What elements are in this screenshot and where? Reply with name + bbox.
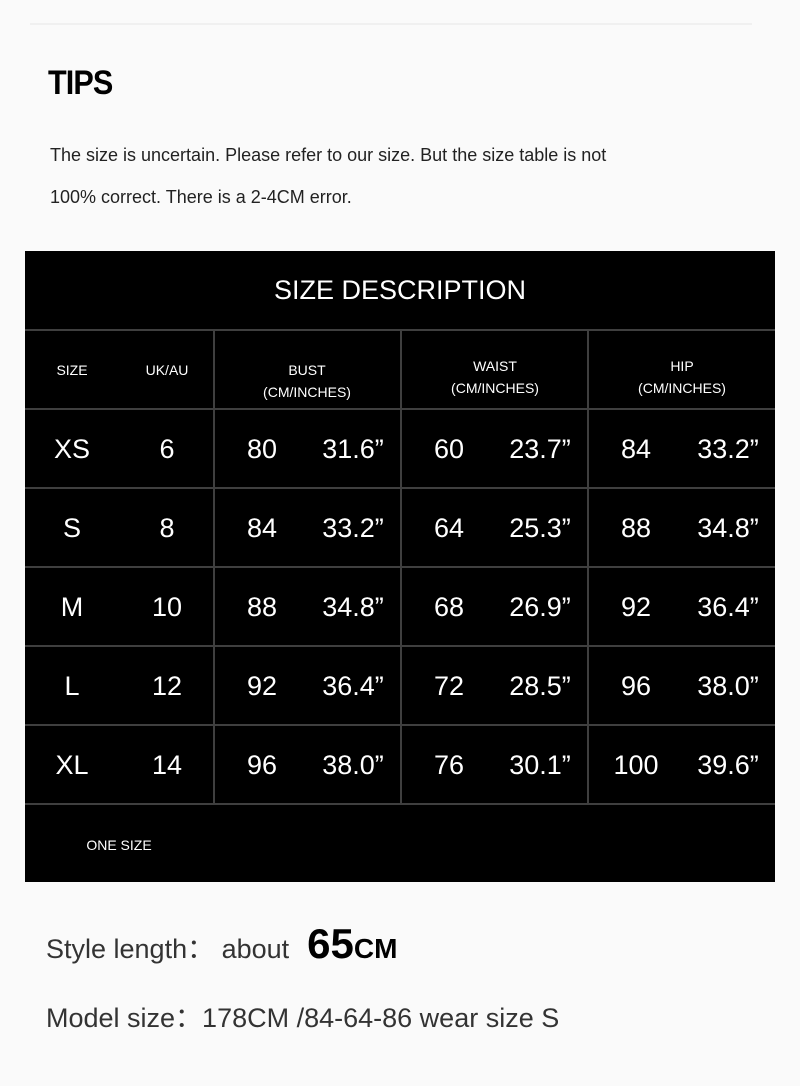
model-size: Model size：178CM /84-64-86 wear size S xyxy=(46,1003,560,1033)
cell-waist-cm: 68 xyxy=(433,592,465,622)
cell-size: L xyxy=(64,671,80,701)
cell-uk: 14 xyxy=(151,750,183,780)
cell-bust-in: 38.0” xyxy=(322,750,384,780)
style-length-value: 65 xyxy=(307,920,354,967)
cell-waist-in: 25.3” xyxy=(509,513,571,543)
col-divider xyxy=(400,330,402,804)
header-bust: BUST (CM/INCHES) xyxy=(263,362,351,400)
cell-uk: 8 xyxy=(159,513,175,543)
cell-uk: 12 xyxy=(151,671,183,701)
divider xyxy=(30,23,752,25)
one-size-label: ONE SIZE xyxy=(86,837,152,853)
row-divider xyxy=(25,803,775,805)
cell-hip-cm: 84 xyxy=(620,434,652,464)
cell-hip-cm: 100 xyxy=(613,750,659,780)
cell-waist-in: 26.9” xyxy=(509,592,571,622)
tips-text-1: The size is uncertain. Please refer to o… xyxy=(50,145,607,165)
cell-hip-in: 38.0” xyxy=(697,671,759,701)
cell-hip-in: 36.4” xyxy=(697,592,759,622)
cell-bust-cm: 84 xyxy=(246,513,278,543)
cell-hip-cm: 96 xyxy=(620,671,652,701)
cell-bust-cm: 80 xyxy=(246,434,278,464)
cell-waist-cm: 76 xyxy=(433,750,465,780)
cell-waist-cm: 60 xyxy=(433,434,465,464)
cell-uk: 6 xyxy=(159,434,175,464)
style-length-label: Style length： about xyxy=(46,934,290,964)
cell-hip-in: 39.6” xyxy=(697,750,759,780)
cell-bust-cm: 96 xyxy=(246,750,278,780)
header-size: SIZE xyxy=(56,362,88,378)
cell-hip-in: 33.2” xyxy=(697,434,759,464)
cell-size: XS xyxy=(53,434,91,464)
col-divider xyxy=(213,330,215,804)
style-length-unit: CM xyxy=(353,933,398,964)
style-length: Style length： about 65CM xyxy=(46,920,397,968)
cell-waist-cm: 64 xyxy=(433,513,465,543)
cell-uk: 10 xyxy=(151,592,183,622)
col-divider xyxy=(587,330,589,804)
table-title: SIZE DESCRIPTION xyxy=(273,275,527,305)
cell-hip-in: 34.8” xyxy=(697,513,759,543)
size-table: SIZE DESCRIPTION SIZE UK/AU BUST (CM/INCH… xyxy=(25,251,775,882)
cell-size: M xyxy=(60,592,84,622)
cell-bust-in: 33.2” xyxy=(322,513,384,543)
cell-waist-in: 28.5” xyxy=(509,671,571,701)
header-hip: HIP (CM/INCHES) xyxy=(638,358,726,396)
cell-bust-in: 31.6” xyxy=(322,434,384,464)
header-ukau: UK/AU xyxy=(145,362,189,378)
cell-bust-cm: 92 xyxy=(246,671,278,701)
cell-size: S xyxy=(62,513,82,543)
cell-waist-cm: 72 xyxy=(433,671,465,701)
tips-heading: TIPS xyxy=(48,64,113,102)
cell-bust-in: 34.8” xyxy=(322,592,384,622)
cell-bust-cm: 88 xyxy=(246,592,278,622)
cell-waist-in: 23.7” xyxy=(509,434,571,464)
cell-bust-in: 36.4” xyxy=(322,671,384,701)
cell-waist-in: 30.1” xyxy=(509,750,571,780)
cell-hip-cm: 88 xyxy=(620,513,652,543)
header-waist: WAIST (CM/INCHES) xyxy=(451,358,539,396)
tips-text-2: 100% correct. There is a 2-4CM error. xyxy=(50,187,352,207)
cell-hip-cm: 92 xyxy=(620,592,652,622)
cell-size: XL xyxy=(55,750,89,780)
